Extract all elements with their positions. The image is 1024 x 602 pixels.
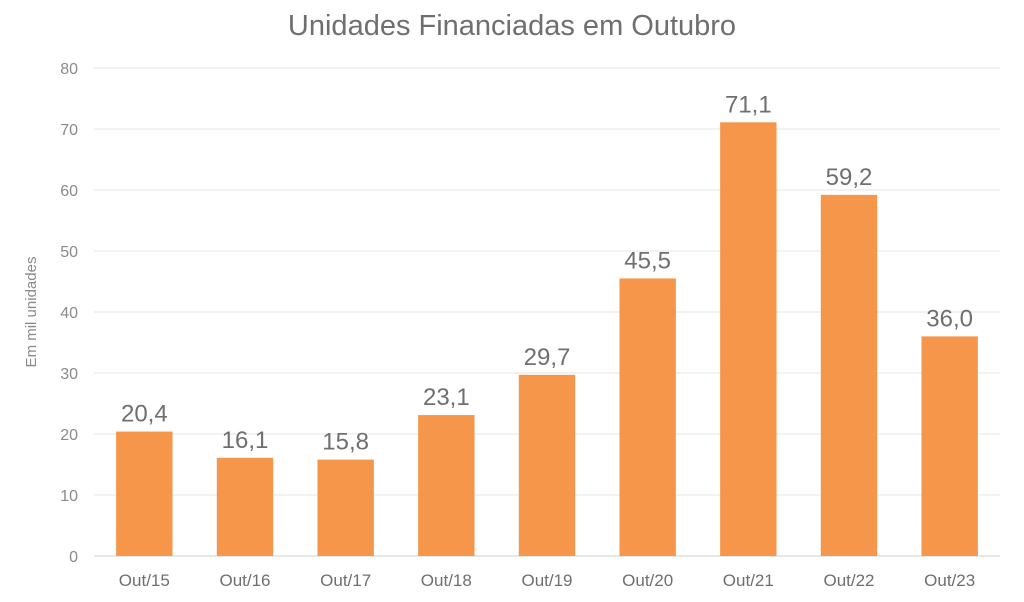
bar: [720, 122, 777, 556]
x-tick-label: Out/16: [219, 571, 270, 590]
data-label: 29,7: [524, 344, 571, 371]
data-labels: 20,4 16,1 15,8 23,1 29,7 45,5 71,1 59,2 36,0: [121, 91, 973, 455]
y-tick-label: 20: [60, 427, 78, 444]
x-tick-label: Out/15: [119, 571, 170, 590]
y-tick-label: 10: [60, 488, 78, 505]
bar: [317, 459, 374, 556]
data-label: 71,1: [725, 91, 772, 118]
bar: [216, 457, 274, 556]
bar: [418, 415, 475, 556]
y-tick-label: 80: [60, 61, 78, 78]
data-label: 20,4: [121, 401, 168, 428]
x-axis-labels: Out/15 Out/16 Out/17 Out/18 Out/19 Out/20 Out/…: [119, 571, 975, 590]
x-tick-label: Out/17: [320, 571, 371, 590]
x-tick-label: Out/20: [622, 571, 673, 590]
y-tick-label: 40: [60, 305, 78, 322]
data-label: 16,1: [222, 427, 269, 454]
y-axis-ticks: 0 10 20 30 40 50 60 70 80: [60, 61, 78, 566]
data-label: 15,8: [322, 429, 369, 456]
y-tick-label: 30: [60, 366, 78, 383]
data-label: 45,5: [624, 247, 671, 274]
x-tick-label: Out/21: [723, 571, 774, 590]
x-tick-label: Out/23: [924, 571, 975, 590]
bar: [619, 278, 676, 556]
bar: [116, 431, 173, 556]
data-label: 36,0: [926, 305, 973, 332]
y-tick-label: 50: [60, 244, 78, 261]
chart-title: Unidades Financiadas em Outubro: [287, 10, 737, 42]
y-tick-label: 0: [69, 549, 78, 566]
y-tick-label: 60: [60, 183, 78, 200]
bars: [116, 122, 978, 556]
y-axis-title: Em mil unidades: [23, 257, 40, 368]
x-tick-label: Out/18: [421, 571, 472, 590]
x-tick-label: Out/19: [521, 571, 572, 590]
data-label: 59,2: [826, 164, 873, 191]
y-tick-label: 70: [60, 122, 78, 139]
bar: [921, 336, 978, 556]
x-tick-label: Out/22: [823, 571, 874, 590]
bar: [518, 374, 576, 556]
bar: [820, 194, 878, 556]
data-label: 23,1: [423, 384, 470, 411]
